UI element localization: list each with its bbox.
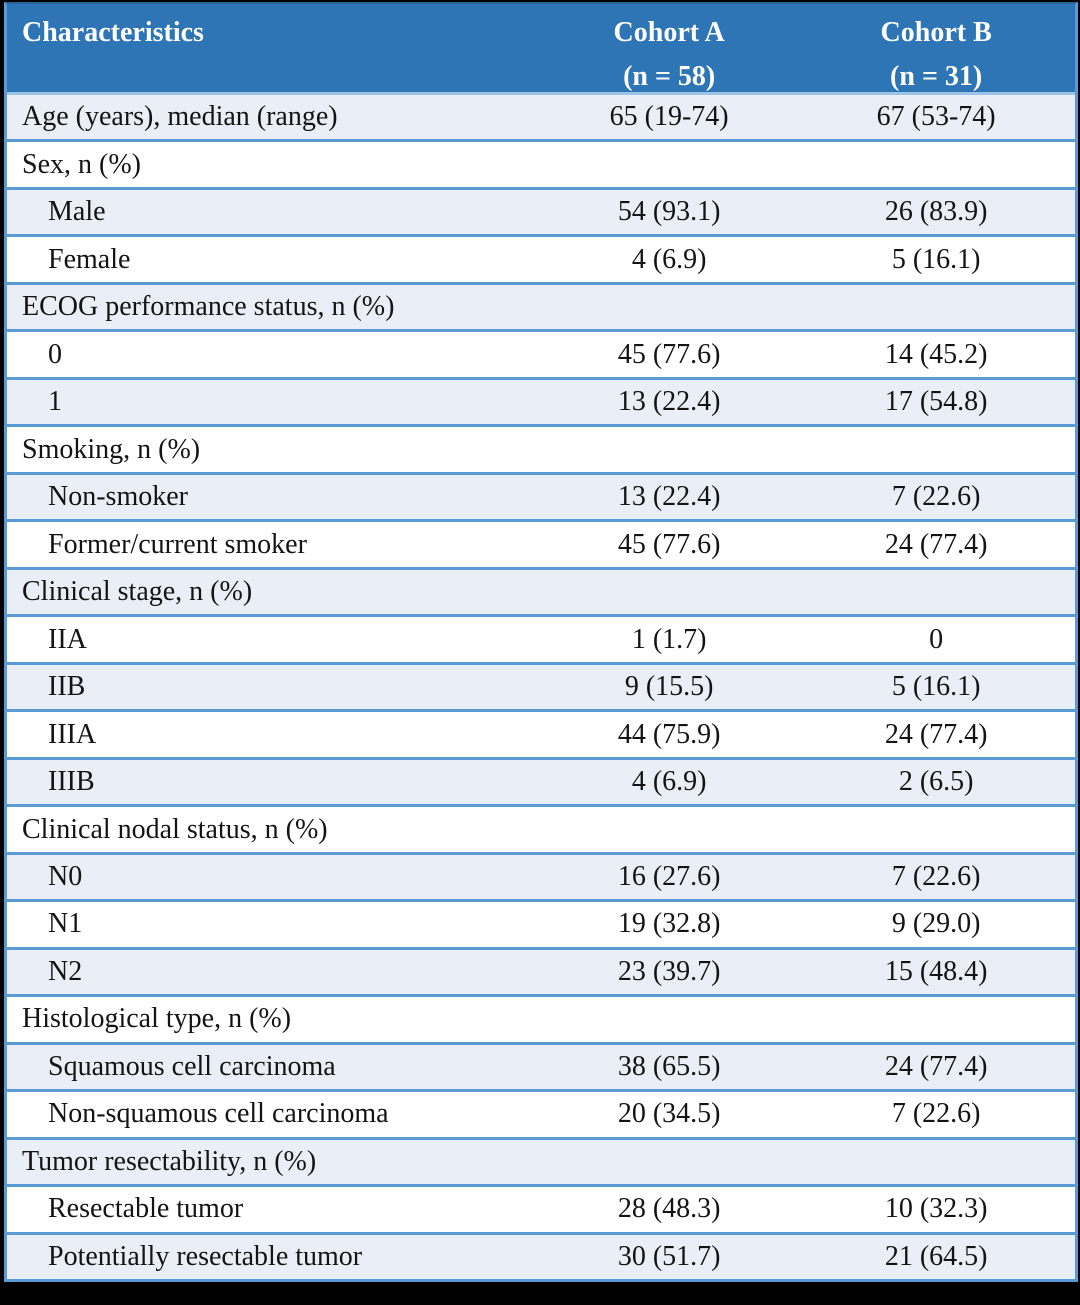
cohort-a-value: 4 (6.9): [631, 243, 707, 275]
row-label: N0: [48, 860, 83, 892]
row-label: Smoking, n (%): [22, 433, 201, 465]
table-row: 0 45 (77.6) 14 (45.2): [7, 329, 1075, 377]
row-label: Non-squamous cell carcinoma: [48, 1098, 389, 1130]
table-row: Clinical stage, n (%): [7, 566, 1075, 615]
table-row: N0 16 (27.6) 7 (22.6): [7, 851, 1075, 900]
cohort-b-value: 17 (54.8): [884, 386, 988, 418]
row-label: Non-smoker: [48, 481, 188, 513]
row-label: Male: [48, 196, 106, 228]
cohort-a-value: 45 (77.6): [617, 338, 721, 370]
row-label: IIB: [48, 671, 86, 703]
table-row: Age (years), median (range) 65 (19-74) 6…: [7, 95, 1075, 140]
table-row: IIIB 4 (6.9) 2 (6.5): [7, 756, 1075, 805]
cohort-b-value: 24 (77.4): [884, 1050, 988, 1082]
row-label: Clinical stage, n (%): [22, 576, 253, 608]
row-label: Histological type, n (%): [22, 1003, 292, 1035]
table-row: Smoking, n (%): [7, 424, 1075, 472]
header-cohort-a-title: Cohort A: [613, 17, 725, 48]
row-label: ECOG performance status, n (%): [22, 291, 395, 323]
cohort-b-value: 5 (16.1): [891, 671, 981, 703]
cohort-a-value: 44 (75.9): [617, 718, 721, 750]
table-row: N1 19 (32.8) 9 (29.0): [7, 899, 1075, 947]
cohort-a-value: 30 (51.7): [617, 1240, 721, 1272]
table-row: Non-smoker 13 (22.4) 7 (22.6): [7, 471, 1075, 520]
table-row: Tumor resectability, n (%): [7, 1136, 1075, 1185]
characteristics-table: Characteristics Cohort A (n = 58) Cohort…: [4, 2, 1078, 1282]
table-row: ECOG performance status, n (%): [7, 281, 1075, 330]
cohort-a-value: 4 (6.9): [631, 766, 707, 798]
table-row: Histological type, n (%): [7, 994, 1075, 1042]
cohort-a-value: 13 (22.4): [617, 481, 721, 513]
row-label: IIIA: [48, 718, 97, 750]
row-label: Resectable tumor: [48, 1193, 244, 1225]
table-row: IIIA 44 (75.9) 24 (77.4): [7, 709, 1075, 757]
header-cohort-b-n: (n = 31): [890, 61, 983, 92]
row-label: Potentially resectable tumor: [48, 1240, 363, 1272]
cohort-b-value: 14 (45.2): [884, 338, 988, 370]
table-row: IIA 1 (1.7) 0: [7, 614, 1075, 662]
cohort-b-value: 21 (64.5): [884, 1240, 988, 1272]
row-label: Squamous cell carcinoma: [48, 1050, 336, 1082]
row-label: Sex, n (%): [22, 148, 141, 180]
cohort-b-value: 7 (22.6): [891, 860, 981, 892]
cohort-b-value: 5 (16.1): [891, 243, 981, 275]
row-label: N1: [48, 908, 83, 940]
cohort-b-value: 0: [929, 623, 944, 655]
cohort-a-value: 65 (19-74): [609, 101, 729, 133]
table-row: Resectable tumor 28 (48.3) 10 (32.3): [7, 1184, 1075, 1232]
cohort-a-value: 16 (27.6): [617, 860, 721, 892]
table-row: Squamous cell carcinoma 38 (65.5) 24 (77…: [7, 1041, 1075, 1090]
cohort-b-value: 10 (32.3): [884, 1193, 988, 1225]
table-row: Clinical nodal status, n (%): [7, 804, 1075, 852]
table-row: Sex, n (%): [7, 139, 1075, 187]
table-row: 1 13 (22.4) 17 (54.8): [7, 376, 1075, 425]
cohort-a-value: 45 (77.6): [617, 528, 721, 560]
cohort-a-value: 54 (93.1): [617, 196, 721, 228]
table-row: IIB 9 (15.5) 5 (16.1): [7, 661, 1075, 710]
cohort-a-value: 9 (15.5): [624, 671, 714, 703]
table-row: Former/current smoker 45 (77.6) 24 (77.4…: [7, 519, 1075, 567]
cohort-a-value: 38 (65.5): [617, 1050, 721, 1082]
cohort-b-value: 24 (77.4): [884, 528, 988, 560]
header-cohort-a-n: (n = 58): [623, 61, 716, 92]
cohort-b-value: 67 (53-74): [876, 101, 996, 133]
row-label: 0: [48, 338, 62, 370]
cohort-b-value: 15 (48.4): [884, 955, 988, 987]
row-label: Female: [48, 243, 131, 275]
table-row: Female 4 (6.9) 5 (16.1): [7, 234, 1075, 282]
table-body: Age (years), median (range) 65 (19-74) 6…: [7, 95, 1075, 1280]
cohort-a-value: 19 (32.8): [617, 908, 721, 940]
row-label: 1: [48, 386, 62, 418]
row-label: IIIB: [48, 766, 95, 798]
header-cohort-b-title: Cohort B: [880, 17, 992, 48]
row-label: Age (years), median (range): [22, 101, 338, 133]
cohort-b-value: 26 (83.9): [884, 196, 988, 228]
table-row: Male 54 (93.1) 26 (83.9): [7, 186, 1075, 235]
cohort-a-value: 13 (22.4): [617, 386, 721, 418]
row-label: Tumor resectability, n (%): [22, 1145, 317, 1177]
cohort-a-value: 1 (1.7): [631, 623, 707, 655]
header-characteristics-label: Characteristics: [22, 17, 204, 48]
row-label: Former/current smoker: [48, 528, 307, 560]
cohort-b-value: 7 (22.6): [891, 1098, 981, 1130]
row-label: Clinical nodal status, n (%): [22, 813, 328, 845]
cohort-a-value: 28 (48.3): [617, 1193, 721, 1225]
cohort-b-value: 9 (29.0): [891, 908, 981, 940]
cohort-a-value: 23 (39.7): [617, 955, 721, 987]
header-cohort-b: Cohort B (n = 31): [797, 4, 1075, 92]
table-header-row: Characteristics Cohort A (n = 58) Cohort…: [7, 4, 1075, 95]
cohort-a-value: 20 (34.5): [617, 1098, 721, 1130]
cohort-b-value: 24 (77.4): [884, 718, 988, 750]
header-characteristics: Characteristics: [7, 4, 541, 92]
table-row: Non-squamous cell carcinoma 20 (34.5) 7 …: [7, 1089, 1075, 1137]
row-label: IIA: [48, 623, 87, 655]
row-label: N2: [48, 955, 83, 987]
table-row: Potentially resectable tumor 30 (51.7) 2…: [7, 1231, 1075, 1280]
header-cohort-a: Cohort A (n = 58): [541, 4, 797, 92]
cohort-b-value: 2 (6.5): [898, 766, 974, 798]
cohort-b-value: 7 (22.6): [891, 481, 981, 513]
table-row: N2 23 (39.7) 15 (48.4): [7, 946, 1075, 995]
